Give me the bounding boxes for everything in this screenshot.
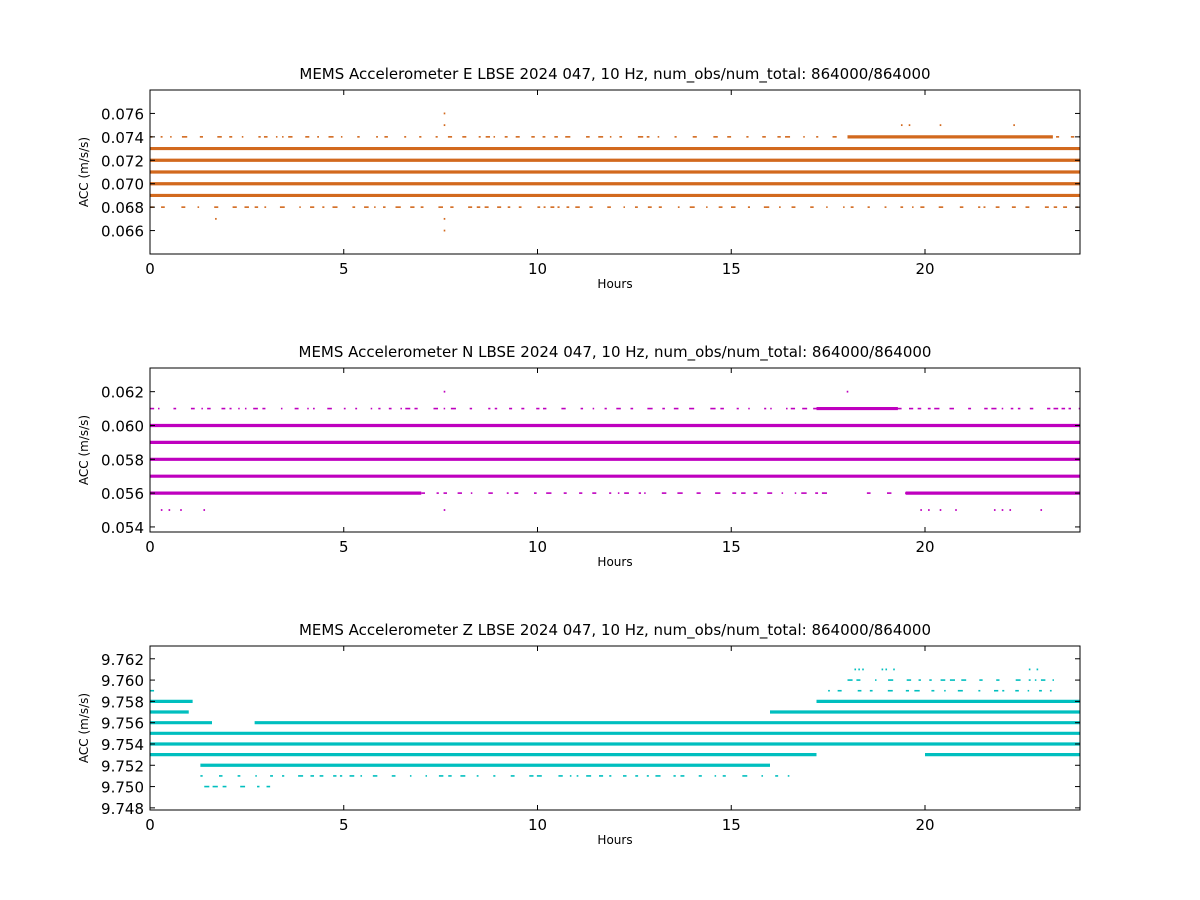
x-tick-label-e-3: 15	[722, 260, 741, 278]
x-tick-label-n-3: 15	[722, 538, 741, 556]
data-points-e	[150, 112, 1081, 232]
x-tick-label-n-0: 0	[145, 538, 155, 556]
y-tick-label-e-3: 0.072	[101, 152, 144, 170]
y-axis-label-e: ACC (m/s/s)	[77, 137, 91, 207]
x-tick-label-e-4: 20	[915, 260, 934, 278]
y-axis-label-z: ACC (m/s/s)	[77, 693, 91, 763]
x-axis-label-e: Hours	[597, 277, 632, 291]
chart-title-z: MEMS Accelerometer Z LBSE 2024 047, 10 H…	[299, 621, 931, 640]
y-tick-label-n-3: 0.060	[101, 417, 144, 435]
y-tick-label-e-4: 0.074	[101, 129, 144, 147]
x-tick-label-z-4: 20	[915, 816, 934, 834]
x-tick-label-z-0: 0	[145, 816, 155, 834]
panel-z: MEMS Accelerometer Z LBSE 2024 047, 10 H…	[77, 621, 1081, 847]
y-tick-label-e-2: 0.070	[101, 176, 144, 194]
y-tick-label-z-5: 9.758	[101, 693, 144, 711]
y-axis-label-n: ACC (m/s/s)	[77, 415, 91, 485]
x-axis-label-z: Hours	[597, 833, 632, 847]
x-tick-label-e-2: 10	[528, 260, 547, 278]
x-tick-label-n-4: 20	[915, 538, 934, 556]
y-tick-label-z-4: 9.756	[101, 715, 144, 733]
ticks-e: 0.066 0.068 0.070 0.072 0.074 0.076 0 5 10 15 20	[101, 90, 1080, 278]
plot-frame-n	[149, 367, 1081, 533]
y-tick-label-z-2: 9.752	[101, 757, 144, 775]
x-tick-label-e-0: 0	[145, 260, 155, 278]
y-tick-label-e-0: 0.066	[101, 223, 144, 241]
data-points-z	[150, 668, 1080, 788]
y-tick-label-e-5: 0.076	[101, 105, 144, 123]
x-tick-label-z-1: 5	[339, 816, 349, 834]
x-tick-label-n-1: 5	[339, 538, 349, 556]
panel-e: MEMS Accelerometer E LBSE 2024 047, 10 H…	[77, 65, 1081, 291]
y-tick-label-z-3: 9.754	[101, 736, 144, 754]
panel-n: MEMS Accelerometer N LBSE 2024 047, 10 H…	[77, 343, 1081, 569]
y-tick-label-n-0: 0.054	[101, 519, 144, 537]
y-tick-label-z-0: 9.748	[101, 800, 144, 818]
plot-frame-e	[149, 89, 1081, 255]
chart-title-e: MEMS Accelerometer E LBSE 2024 047, 10 H…	[299, 65, 930, 84]
y-tick-label-e-1: 0.068	[101, 199, 144, 217]
x-tick-label-z-3: 15	[722, 816, 741, 834]
ticks-n: 0.054 0.056 0.058 0.060 0.062 0 5 10 15 20	[101, 368, 1080, 556]
x-tick-label-n-2: 10	[528, 538, 547, 556]
x-tick-label-e-1: 5	[339, 260, 349, 278]
x-tick-label-z-2: 10	[528, 816, 547, 834]
y-tick-label-n-2: 0.058	[101, 451, 144, 469]
y-tick-label-n-4: 0.062	[101, 384, 144, 402]
y-tick-label-z-7: 9.762	[101, 651, 144, 669]
ticks-z: 9.748 9.750 9.752 9.754 9.756 9.758 9.760 9.762…	[101, 646, 1080, 834]
chart-title-n: MEMS Accelerometer N LBSE 2024 047, 10 H…	[299, 343, 932, 362]
y-tick-label-z-6: 9.760	[101, 672, 144, 690]
plot-frame-z	[149, 645, 1081, 811]
y-tick-label-n-1: 0.056	[101, 485, 144, 503]
y-tick-label-z-1: 9.750	[101, 779, 144, 797]
x-axis-label-n: Hours	[597, 555, 632, 569]
data-points-n	[150, 390, 1081, 511]
